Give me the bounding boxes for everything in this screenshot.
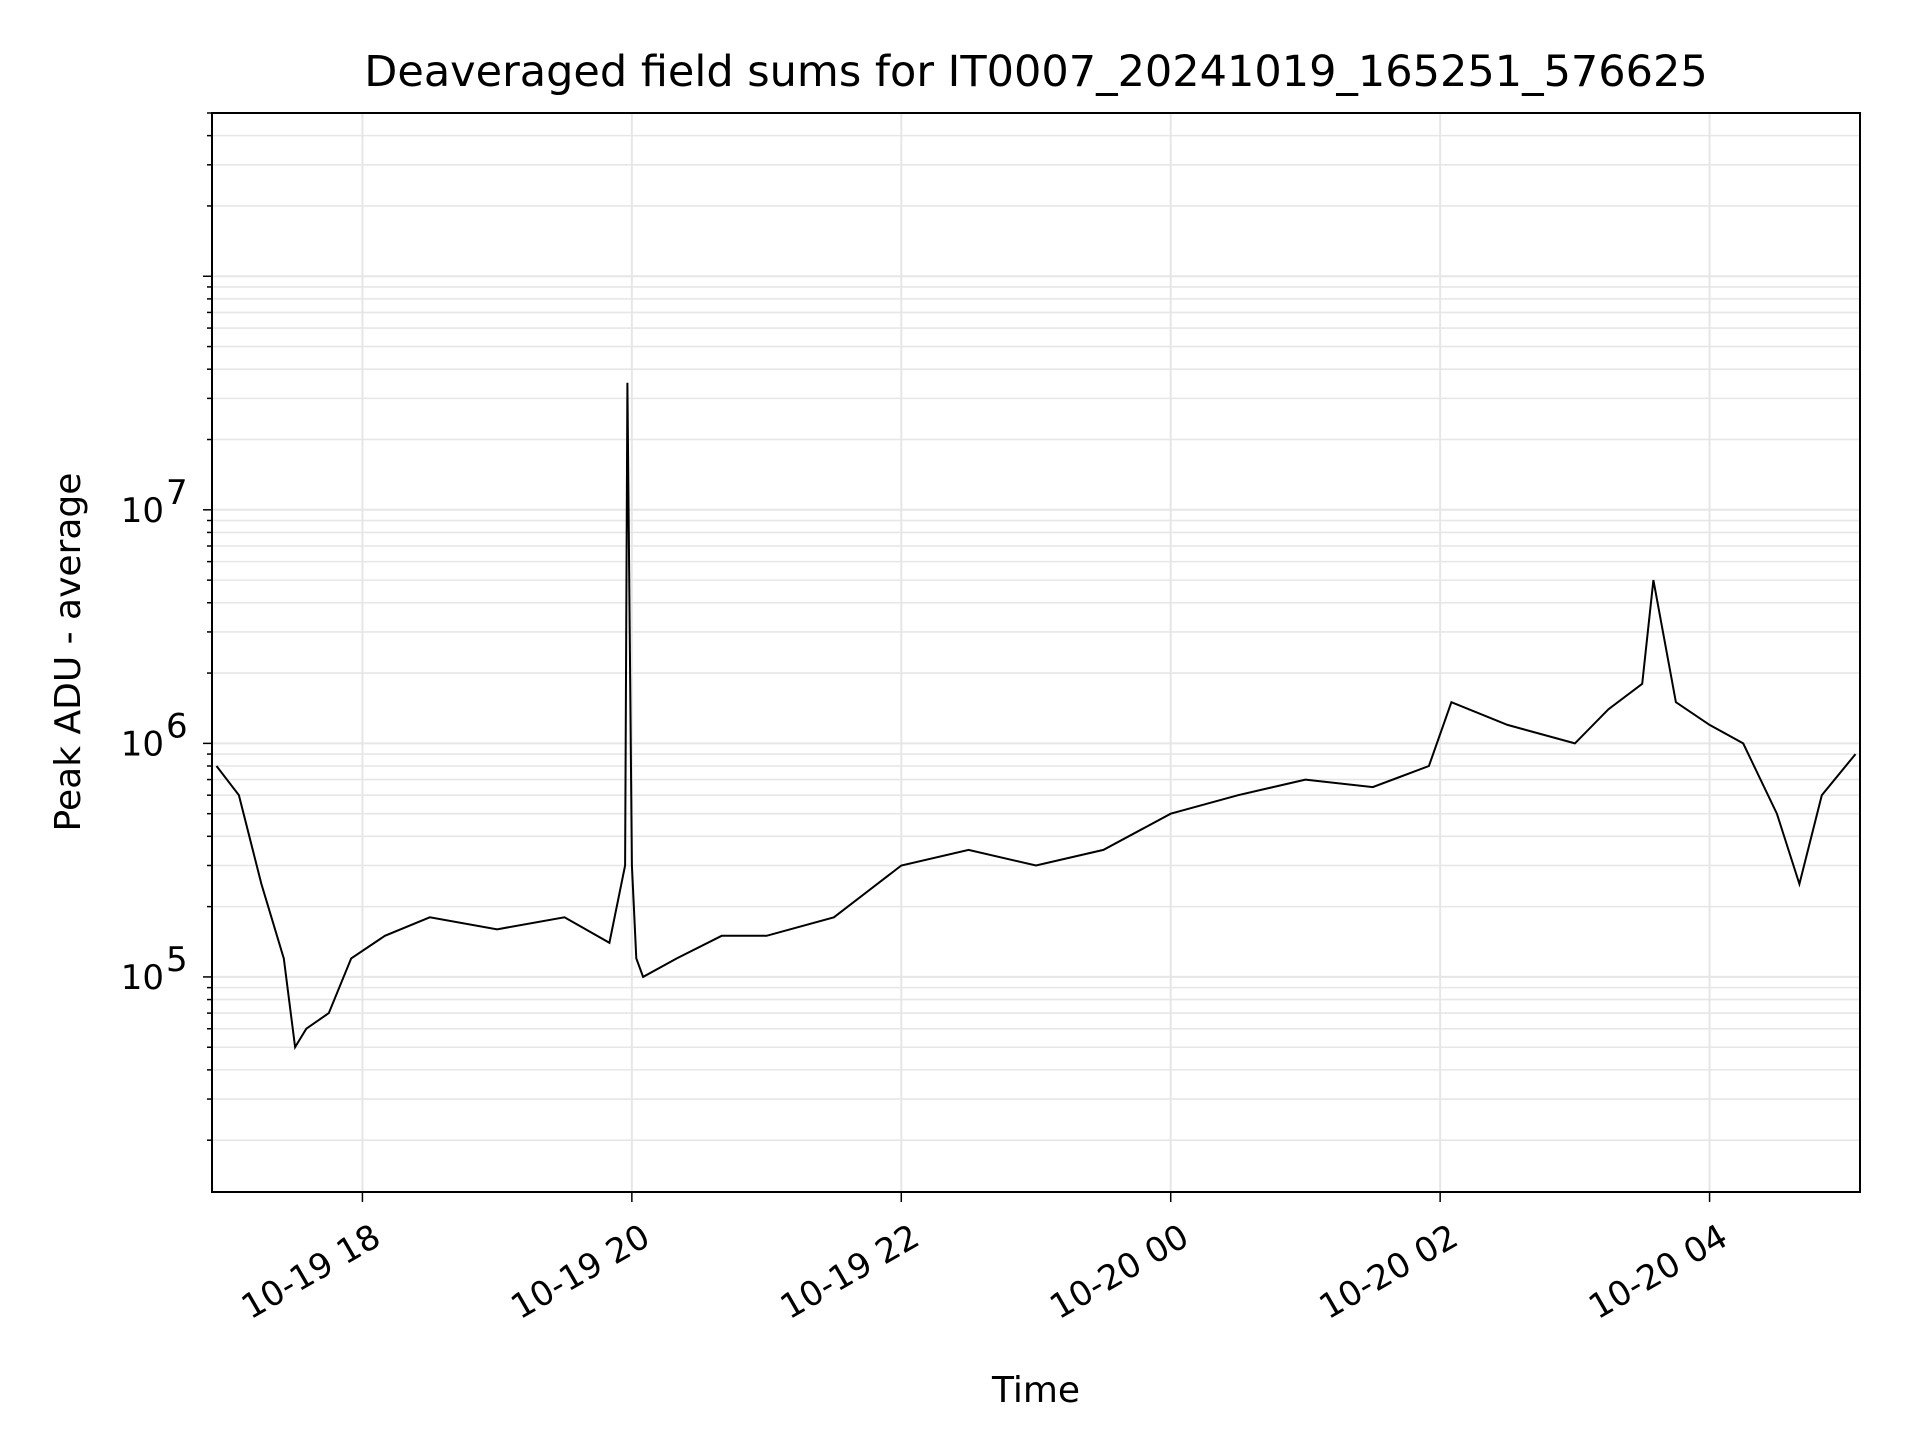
y-tick-label: 10 — [121, 958, 164, 998]
grid-lines — [212, 112, 1860, 1192]
y-tick-exponent: 6 — [166, 706, 188, 746]
y-tick-exponent: 5 — [166, 940, 188, 980]
plot-frame — [211, 112, 1861, 1193]
series-line — [215, 382, 1857, 1051]
y-tick-exponent: 7 — [166, 473, 188, 513]
y-tick-label: 10 — [121, 724, 164, 764]
y-tick-label: 10 — [121, 491, 164, 531]
plot-area — [215, 382, 1857, 1051]
x-axis-label: Time — [991, 1370, 1080, 1411]
y-axis-label: Peak ADU - average — [48, 473, 89, 832]
chart-title: Deaveraged field sums for IT0007_2024101… — [364, 47, 1707, 97]
